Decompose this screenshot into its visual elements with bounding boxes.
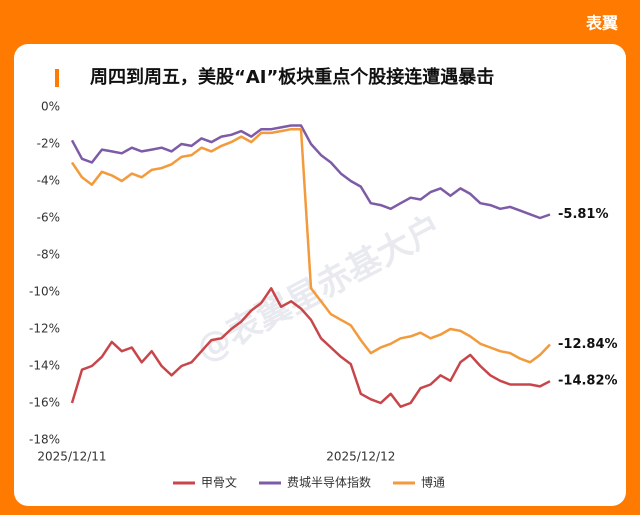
legend-label: 博通 bbox=[421, 475, 445, 490]
y-tick-label: -6% bbox=[37, 211, 60, 225]
brand: 表翼 bbox=[585, 14, 618, 33]
y-tick-label: -14% bbox=[29, 359, 60, 373]
legend-label: 甲骨文 bbox=[201, 475, 237, 490]
panel bbox=[14, 44, 626, 506]
legend-label: 费城半导体指数 bbox=[287, 475, 371, 490]
y-tick-label: 0% bbox=[41, 100, 60, 114]
x-tick-label: 2025/12/11 bbox=[37, 450, 106, 464]
y-tick-label: -18% bbox=[29, 433, 60, 447]
y-tick-label: -8% bbox=[37, 248, 60, 262]
value-label: -14.82% bbox=[558, 374, 618, 389]
y-tick-label: -4% bbox=[37, 174, 60, 188]
title-accent bbox=[55, 69, 59, 87]
y-tick-label: -10% bbox=[29, 285, 60, 299]
y-tick-label: -12% bbox=[29, 322, 60, 336]
series-line bbox=[70, 124, 551, 220]
value-label: -12.84% bbox=[558, 337, 618, 352]
series-line bbox=[70, 127, 551, 364]
series-line bbox=[70, 287, 551, 408]
chart-title: 周四到周五，美股“AI”板块重点个股接连遭遇暴击 bbox=[90, 66, 494, 88]
value-label: -5.81% bbox=[558, 207, 609, 222]
x-tick-label: 2025/12/12 bbox=[326, 450, 395, 464]
y-tick-label: -2% bbox=[37, 137, 60, 151]
y-tick-label: -16% bbox=[29, 396, 60, 410]
